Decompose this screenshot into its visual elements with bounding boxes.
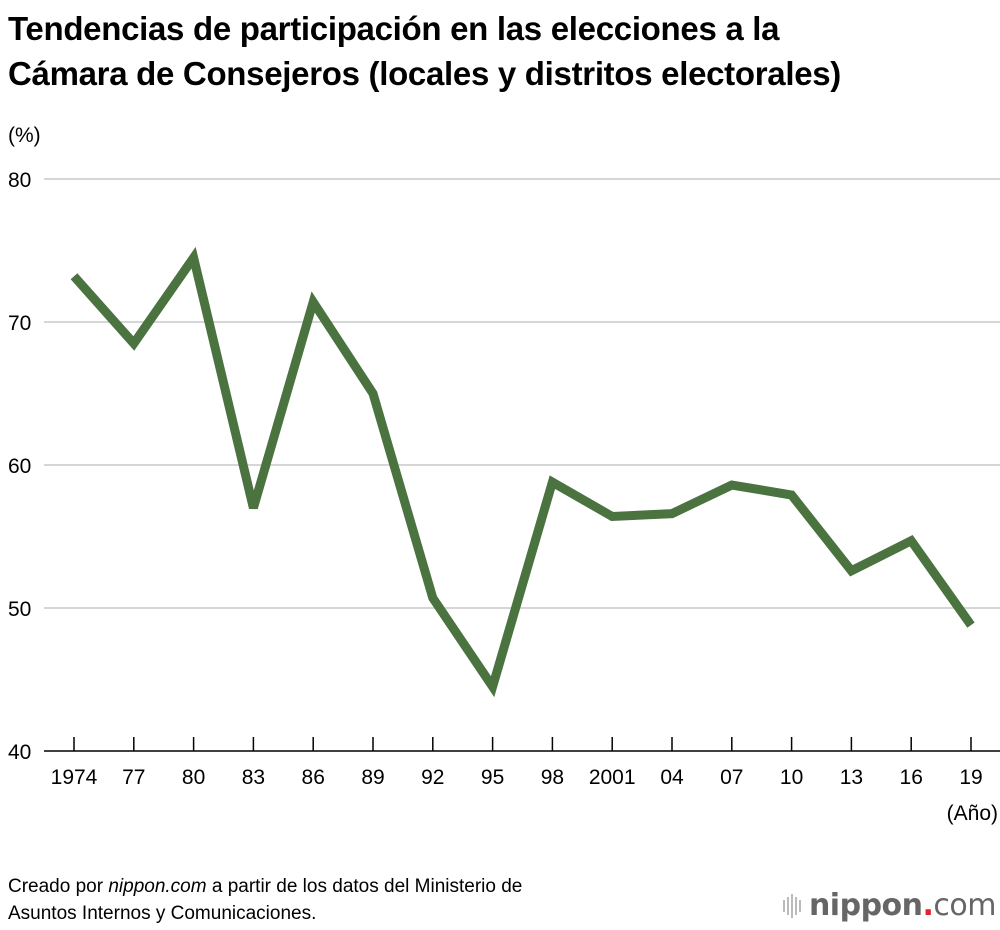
x-tick-label: 2001	[589, 766, 636, 789]
x-tick-label: 77	[122, 766, 145, 789]
x-axis-unit: (Año)	[946, 802, 998, 825]
x-tick-label: 19	[959, 766, 982, 789]
y-tick-label: 80	[8, 169, 31, 192]
y-tick-label: 40	[8, 741, 31, 764]
x-tick-label: 16	[900, 766, 923, 789]
x-tick-label: 07	[720, 766, 743, 789]
x-tick-label: 1974	[51, 766, 98, 789]
y-tick-label: 50	[8, 598, 31, 621]
x-tick-label: 10	[780, 766, 803, 789]
nippon-logo: nippon.com	[782, 888, 997, 923]
source-line-2: Asuntos Internos y Comunicaciones.	[8, 903, 317, 924]
x-tick-label: 95	[481, 766, 504, 789]
y-tick-label: 70	[8, 312, 31, 335]
x-tick-label: 04	[660, 766, 684, 789]
x-tick-label: 80	[182, 766, 205, 789]
source-prefix: Creado por	[8, 876, 109, 897]
series-line	[70, 246, 975, 698]
x-tick-label: 89	[361, 766, 384, 789]
source-site: nippon.com	[108, 876, 207, 897]
sound-wave-icon	[782, 893, 801, 918]
chart-title: Tendencias de participación en las elecc…	[8, 6, 841, 96]
x-tick-label: 13	[840, 766, 863, 789]
x-tick-label: 92	[421, 766, 444, 789]
chart-title-line-2: Cámara de Consejeros (locales y distrito…	[8, 55, 841, 92]
y-tick-label: 60	[8, 455, 31, 478]
chart-title-line-1: Tendencias de participación en las elecc…	[8, 10, 780, 47]
x-tick-label: 98	[541, 766, 564, 789]
source-note: Creado por nippon.com a partir de los da…	[8, 873, 522, 927]
y-axis-unit: (%)	[8, 124, 41, 147]
x-tick-label: 86	[302, 766, 325, 789]
x-tick-label: 83	[242, 766, 265, 789]
source-suffix: a partir de los datos del Ministerio de	[206, 876, 523, 897]
logo-text: nippon.com	[808, 888, 997, 923]
